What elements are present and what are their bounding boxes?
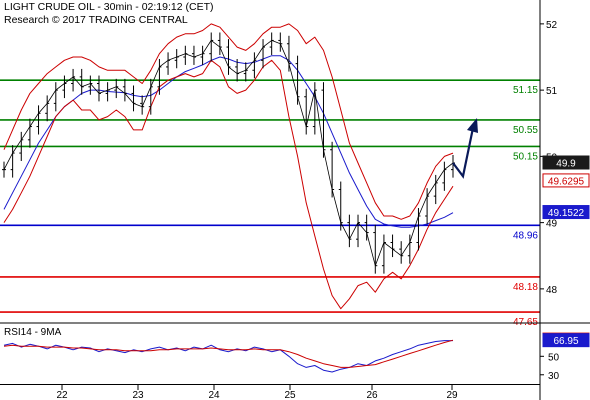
y-tick-label: 48 — [546, 285, 558, 296]
y-tick-label: 51 — [546, 86, 558, 97]
x-tick-label: 24 — [208, 390, 220, 400]
upper_band-line — [3, 23, 454, 220]
price-tag — [542, 333, 590, 348]
price-tag-label: 49.1522 — [548, 208, 585, 219]
rsi_ma-line — [3, 339, 454, 368]
chart-title: LIGHT CRUDE OIL - 30min - 02:19:12 (CET) — [4, 1, 214, 13]
rsi-y-tick-label: 50 — [548, 352, 560, 363]
x-tick-label: 29 — [446, 390, 458, 400]
price-tag — [542, 205, 590, 220]
x-tick-label: 23 — [132, 390, 144, 400]
forecast-arrow — [452, 127, 475, 179]
forecast-arrowhead — [467, 117, 478, 133]
level-label: 51.15 — [513, 85, 538, 96]
lower_band-line — [3, 59, 454, 310]
level-label: 50.15 — [513, 151, 538, 162]
rsi-title: RSI14 - 9MA — [4, 327, 62, 338]
price-tag — [542, 155, 590, 170]
x-tick-label: 25 — [284, 390, 296, 400]
price-tag-label: 49.6295 — [548, 176, 585, 187]
x-tick-label: 26 — [366, 390, 378, 400]
level-label: 48.96 — [513, 230, 538, 241]
price-line — [3, 40, 454, 267]
price-tag-label: 66.95 — [553, 336, 578, 347]
rsi-y-tick-label: 30 — [548, 371, 560, 382]
rsi-panel: RSI14 - 9MA305067.547366.95 — [3, 327, 590, 382]
x-tick-label: 22 — [56, 390, 68, 400]
chart-credit: Research © 2017 TRADING CENTRAL — [4, 14, 188, 26]
price-tag-label: 49.9 — [556, 159, 576, 170]
level-label: 48.18 — [513, 282, 538, 293]
price-tag — [542, 173, 590, 188]
level-label: 50.55 — [513, 125, 538, 136]
y-tick-label: 49 — [546, 219, 558, 230]
y-tick-label: 52 — [546, 20, 558, 31]
